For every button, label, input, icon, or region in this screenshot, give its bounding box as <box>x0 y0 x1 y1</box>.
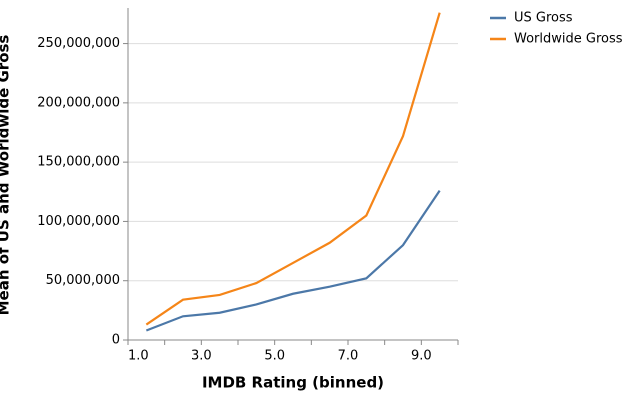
x-axis-title: IMDB Rating (binned) <box>202 374 384 392</box>
y-tick-label: 100,000,000 <box>37 214 120 229</box>
y-tick-label: 50,000,000 <box>46 273 120 288</box>
y-tick-label: 200,000,000 <box>37 95 120 110</box>
x-tick-label: 3.0 <box>191 349 212 364</box>
x-tick-label: 1.0 <box>128 349 149 364</box>
y-tick-label: 150,000,000 <box>37 155 120 170</box>
x-tick-label: 5.0 <box>264 349 285 364</box>
legend-label: Worldwide Gross <box>514 32 623 47</box>
y-tick-label: 0 <box>112 333 120 348</box>
x-tick-label: 7.0 <box>338 349 359 364</box>
y-tick-label: 250,000,000 <box>37 36 120 51</box>
line-series <box>145 189 441 332</box>
y-axis-title: Mean of US and Worldwide Gross <box>0 35 13 316</box>
x-tick-label: 9.0 <box>411 349 432 364</box>
legend-label: US Gross <box>514 11 573 26</box>
line-series <box>145 12 441 326</box>
